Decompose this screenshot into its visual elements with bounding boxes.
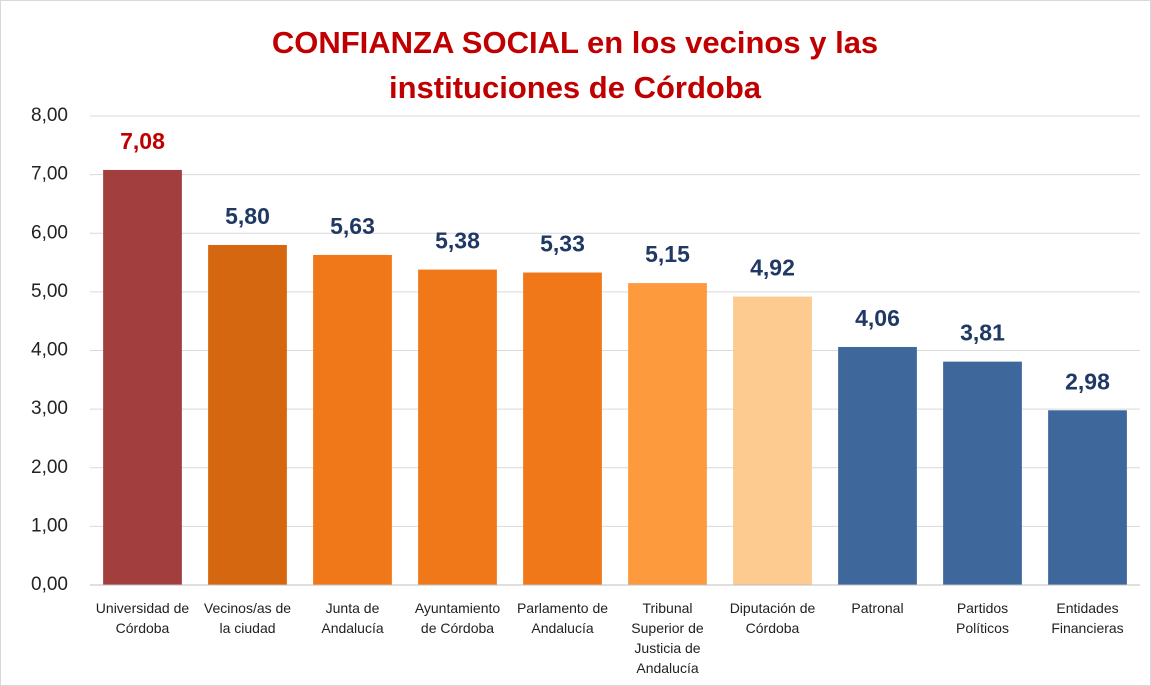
x-tick-label: Universidad de Córdoba	[95, 600, 190, 636]
value-label: 4,06	[855, 305, 900, 331]
value-label: 7,08	[120, 128, 165, 154]
y-tick-label: 2,00	[31, 457, 68, 478]
value-label: 5,38	[435, 228, 480, 254]
bar	[523, 272, 602, 585]
y-tick-label: 0,00	[31, 574, 68, 595]
chart-title: CONFIANZA SOCIAL en los vecinos y las in…	[271, 25, 879, 105]
value-label: 3,81	[960, 320, 1005, 346]
bar	[418, 269, 497, 585]
value-label: 5,80	[225, 203, 270, 229]
x-tick-label: Entidades Financieras	[1051, 600, 1124, 636]
x-tick-label: Ayuntamiento de Córdoba	[414, 600, 501, 636]
y-tick-label: 5,00	[31, 281, 68, 302]
y-tick-label: 4,00	[31, 340, 68, 361]
x-tick-label: Junta de Andalucía	[321, 600, 384, 636]
x-tick-label: Vecinos/as de la ciudad	[203, 600, 292, 636]
bar	[313, 254, 392, 585]
value-label: 5,63	[330, 213, 375, 239]
y-tick-label: 8,00	[31, 105, 68, 126]
x-tick-label: Patronal	[851, 600, 904, 616]
bar	[733, 296, 812, 585]
y-tick-label: 6,00	[31, 222, 68, 243]
x-tick-label: Diputación de Córdoba	[729, 600, 816, 636]
value-label: 4,92	[750, 255, 795, 281]
bar	[208, 244, 287, 585]
value-label: 5,33	[540, 231, 585, 257]
bar	[103, 169, 182, 585]
bar	[838, 346, 917, 585]
y-tick-label: 1,00	[31, 515, 68, 536]
y-tick-label: 7,00	[31, 164, 68, 185]
x-tick-label: Parlamento de Andalucía	[516, 600, 609, 636]
y-tick-label: 3,00	[31, 398, 68, 419]
x-tick-label: Partidos Políticos	[956, 600, 1009, 636]
value-label: 5,15	[645, 241, 690, 267]
bar	[628, 283, 707, 585]
bar	[1048, 410, 1127, 585]
value-label: 2,98	[1065, 368, 1110, 394]
bar	[943, 361, 1022, 585]
x-tick-label: Tribunal Superior de Justicia de Andaluc…	[631, 600, 704, 676]
